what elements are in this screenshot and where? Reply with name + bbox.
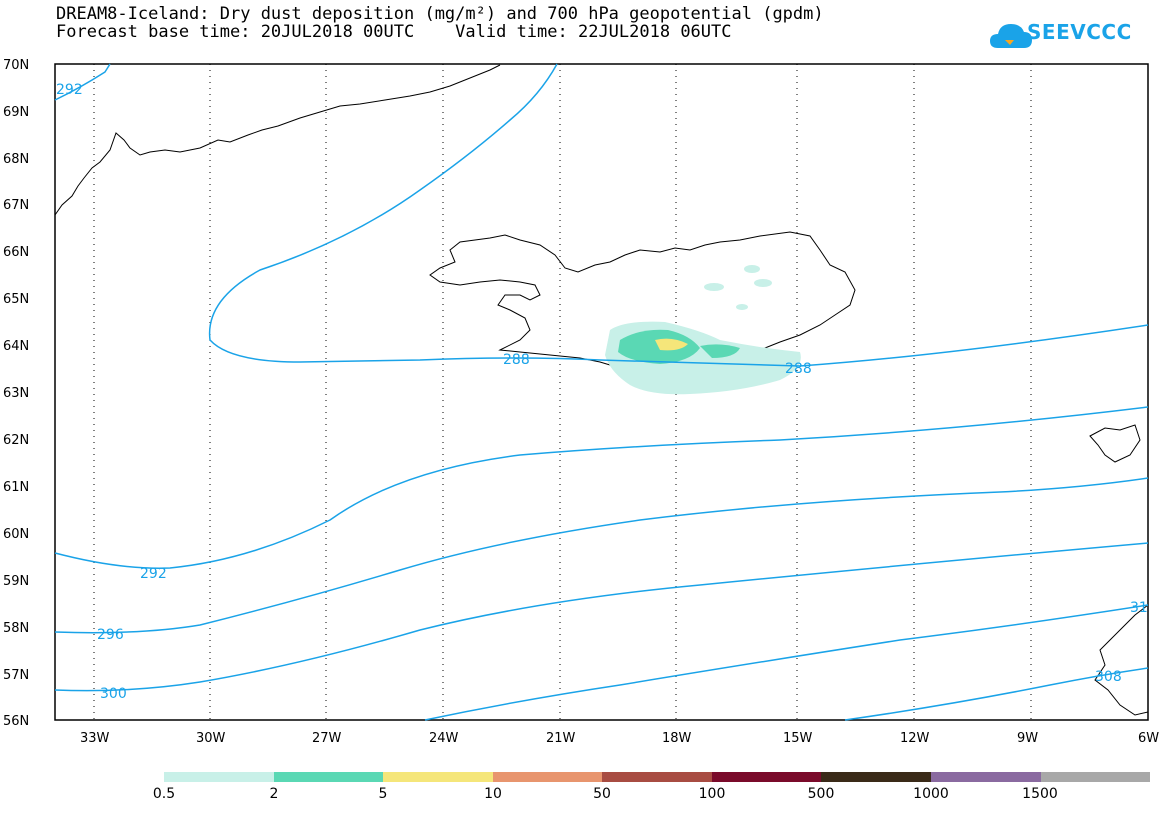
legend-swatch	[1040, 772, 1151, 782]
lon-label-24w: 24W	[429, 731, 459, 746]
map-frame	[54, 63, 1149, 721]
geopotential-contours	[54, 63, 1149, 721]
latitude-labels: 70N 69N 68N 67N 66N 65N 64N 63N 62N 61N …	[3, 58, 29, 729]
lat-label-68n: 68N	[3, 152, 29, 167]
legend-label: 0.5	[152, 786, 176, 802]
logo-text: SEEVCCC	[1027, 20, 1132, 44]
contour-label-300: 300	[100, 686, 127, 702]
legend-swatch	[164, 772, 274, 782]
lat-label-65n: 65N	[3, 292, 29, 307]
legend-label: 1000	[913, 786, 949, 802]
map-subtitle: Forecast base time: 20JUL2018 00UTC Vali…	[56, 22, 732, 42]
lon-label-15w: 15W	[783, 731, 813, 746]
lat-label-69n: 69N	[3, 105, 29, 120]
legend-label: 10	[484, 786, 502, 802]
faroe-islands-coastline	[1089, 424, 1141, 463]
lat-label-62n: 62N	[3, 433, 29, 448]
contour-label-288-east: 288	[785, 361, 812, 377]
lon-label-27w: 27W	[312, 731, 342, 746]
legend-swatch	[930, 772, 1041, 782]
lon-label-21w: 21W	[546, 731, 576, 746]
lat-label-59n: 59N	[3, 574, 29, 589]
legend-swatch	[821, 772, 931, 782]
legend-swatch	[273, 772, 384, 782]
lon-label-6w: 6W	[1138, 731, 1159, 746]
longitude-labels: 33W 30W 27W 24W 21W 18W 15W 12W 9W 6W	[80, 731, 1159, 746]
lat-label-64n: 64N	[3, 339, 29, 354]
longitude-gridlines	[93, 64, 1032, 720]
greenland-coastline	[54, 64, 501, 216]
legend-swatch	[602, 772, 712, 782]
lat-label-56n: 56N	[3, 714, 29, 729]
lat-label-66n: 66N	[3, 245, 29, 260]
lat-label-57n: 57N	[3, 668, 29, 683]
lon-label-30w: 30W	[196, 731, 226, 746]
lat-label-63n: 63N	[3, 386, 29, 401]
scotland-coastline	[1094, 604, 1149, 716]
lon-label-33w: 33W	[80, 731, 110, 746]
lat-label-58n: 58N	[3, 621, 29, 636]
legend-swatch	[711, 772, 822, 782]
lon-label-9w: 9W	[1017, 731, 1038, 746]
legend-label: 5	[378, 786, 388, 802]
lat-label-70n: 70N	[3, 58, 29, 73]
contour-label-292-top: 292	[56, 82, 83, 98]
legend-label: 100	[698, 786, 726, 802]
contour-label-296: 296	[97, 627, 124, 643]
legend-label: 1500	[1022, 786, 1058, 802]
cloud-logo-icon	[990, 24, 1032, 48]
lon-label-18w: 18W	[662, 731, 692, 746]
legend-swatch	[383, 772, 493, 782]
legend-label: 50	[593, 786, 611, 802]
lat-label-61n: 61N	[3, 480, 29, 495]
dust-deposition-field	[605, 265, 801, 395]
legend-label: 500	[807, 786, 835, 802]
map-title: DREAM8-Iceland: Dry dust deposition (mg/…	[56, 4, 824, 24]
contour-labels: 292 288 288 292 296 300 308 31	[56, 82, 1148, 702]
legend-colorbar	[164, 772, 1151, 782]
contour-label-292: 292	[140, 566, 167, 582]
contour-label-288-west: 288	[503, 352, 530, 368]
contour-label-31: 31	[1130, 600, 1148, 616]
lat-label-60n: 60N	[3, 527, 29, 542]
contour-label-308: 308	[1095, 669, 1122, 685]
lon-label-12w: 12W	[900, 731, 930, 746]
legend-label: 2	[269, 786, 279, 802]
legend-swatch	[492, 772, 603, 782]
lat-label-67n: 67N	[3, 198, 29, 213]
